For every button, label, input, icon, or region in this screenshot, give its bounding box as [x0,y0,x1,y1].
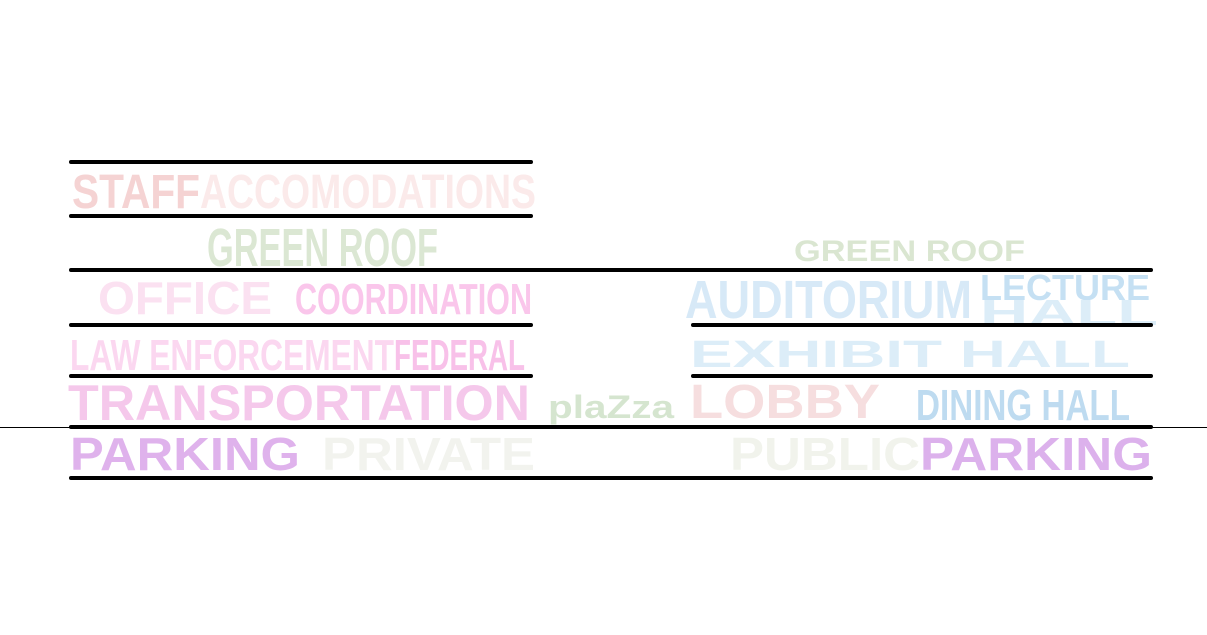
space-label: PRIVATE [322,428,535,480]
space-label: PUBLIC [730,428,920,480]
floor-slabs [0,160,1207,480]
space-label: OFFICE [98,272,272,324]
space-label: FEDERAL [394,331,525,380]
space-label: PARKING [920,428,1152,480]
space-label: LECTURE [980,267,1150,308]
space-label: DINING HALL [916,381,1130,430]
space-label: LOBBY [690,376,880,429]
space-label: plaZza [548,389,674,425]
space-label: STAFF [72,166,200,219]
labels: STAFF ACCOMODATIONS GREEN ROOF OFFICE CO… [68,166,1158,480]
space-label: TRANSPORTATION [68,375,530,431]
space-label: AUDITORIUM [685,270,972,330]
space-label: LAW ENFORCEMENT [70,331,394,380]
space-label: PARKING [70,428,300,480]
space-label: COORDINATION [295,275,532,324]
space-label: GREEN ROOF [794,235,1025,268]
space-label: ACCOMODATIONS [200,166,536,219]
space-label: EXHIBIT HALL [690,334,1130,376]
